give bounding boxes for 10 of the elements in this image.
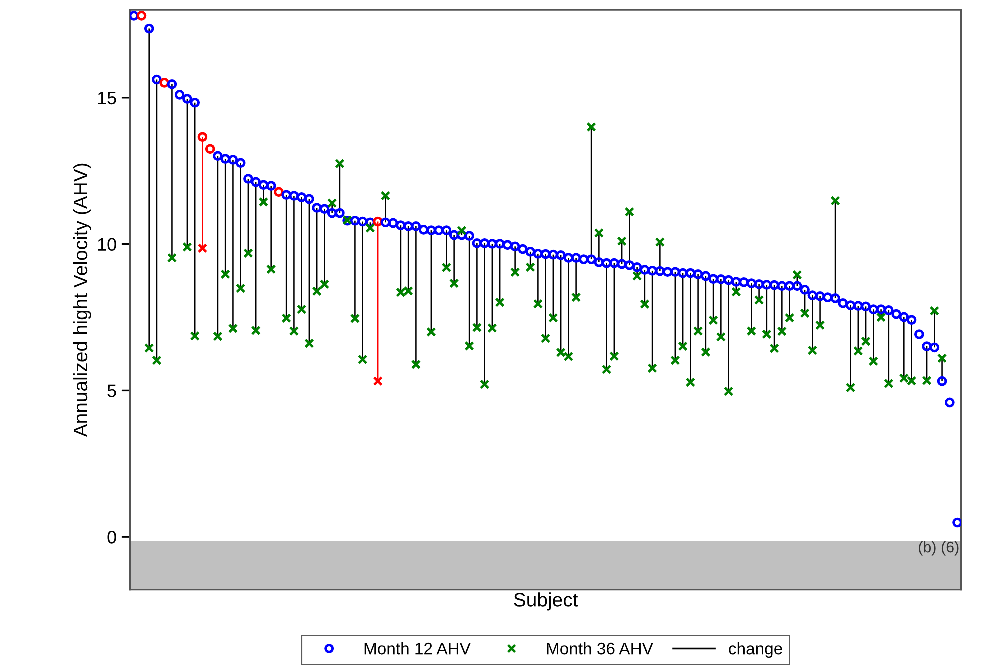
x-axis-title: Subject <box>514 592 578 611</box>
legend-label: Month 12 AHV <box>364 642 471 655</box>
y-tick-label: 0 <box>108 531 116 544</box>
y-tick-label: 10 <box>98 238 116 252</box>
y-axis-title: Annualized hight Velocity (AHV) <box>73 164 92 438</box>
legend-label: Month 36 AHV <box>547 642 654 655</box>
y-tick-label: 5 <box>108 384 116 398</box>
y-tick-label: 15 <box>98 92 116 105</box>
band-label: (b) (6) <box>919 541 959 556</box>
legend-label: change <box>729 642 782 658</box>
